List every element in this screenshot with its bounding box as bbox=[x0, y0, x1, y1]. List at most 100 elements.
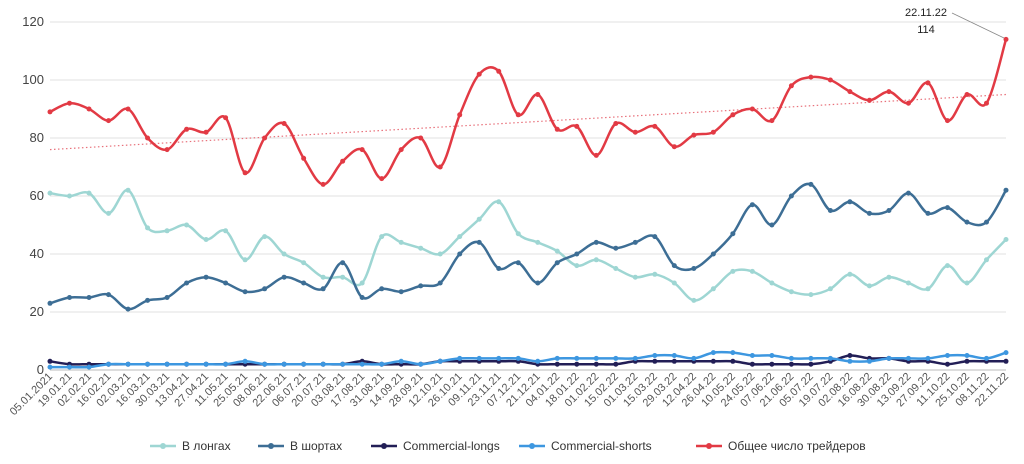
series-4-point bbox=[535, 92, 541, 97]
series-1-point bbox=[242, 289, 248, 295]
series-0-point bbox=[554, 248, 560, 254]
series-3-point bbox=[808, 355, 814, 361]
series-0-point bbox=[613, 266, 619, 271]
series-1-point bbox=[359, 295, 365, 300]
series-0-point bbox=[476, 216, 482, 222]
series-4-point bbox=[496, 68, 502, 74]
series-4-point bbox=[847, 89, 853, 95]
series-3-point bbox=[652, 353, 658, 358]
annotation: 22.11.22 114 bbox=[905, 7, 1005, 39]
series-1-point bbox=[281, 274, 287, 280]
series-0-point bbox=[125, 187, 131, 193]
series-2-point bbox=[769, 361, 775, 367]
legend-swatch-marker bbox=[529, 443, 535, 449]
legend-label: В шортах bbox=[290, 439, 342, 453]
series-3-point bbox=[788, 355, 794, 361]
series-3-point bbox=[184, 361, 190, 367]
series-2-point bbox=[944, 361, 950, 367]
series-0-point bbox=[808, 292, 814, 298]
series-4-point bbox=[983, 100, 989, 106]
series-1-point bbox=[184, 280, 190, 286]
series-3-point bbox=[125, 361, 131, 367]
series-4-point bbox=[515, 112, 521, 118]
series-1-point bbox=[457, 251, 463, 257]
series-3-point bbox=[106, 361, 112, 367]
series-2-point bbox=[808, 361, 814, 367]
series-4-point bbox=[808, 74, 814, 80]
series-2-point bbox=[710, 358, 716, 364]
series-0-point bbox=[944, 263, 950, 269]
series-3-point bbox=[301, 361, 307, 367]
series-4-point bbox=[281, 121, 287, 126]
series-0-point bbox=[242, 257, 248, 263]
series-4-point bbox=[710, 129, 716, 135]
legend-swatch-marker bbox=[381, 443, 387, 449]
series-4-line bbox=[49, 39, 1008, 186]
series-3-point bbox=[379, 361, 385, 367]
series-0-point bbox=[184, 222, 190, 228]
series-4-point bbox=[574, 123, 580, 129]
series-4-point bbox=[457, 112, 463, 118]
series-2-point bbox=[671, 358, 677, 364]
series-1-point bbox=[983, 219, 989, 225]
series-3-point bbox=[574, 355, 580, 361]
series-4-point bbox=[320, 181, 326, 187]
series-3-point bbox=[671, 353, 677, 358]
series-3-point bbox=[86, 364, 92, 370]
series-1-point bbox=[905, 190, 911, 196]
y-tick-label-0: 0 bbox=[37, 362, 44, 377]
series-1-point bbox=[652, 234, 658, 240]
series-3-point bbox=[905, 355, 911, 361]
series-0-point bbox=[710, 286, 716, 292]
series-4-point bbox=[964, 92, 970, 97]
series-1-point bbox=[106, 292, 112, 298]
gridlines bbox=[50, 21, 1006, 371]
series-3-point bbox=[964, 353, 970, 358]
y-axis: 0 20 40 60 80 100 120 bbox=[22, 14, 44, 377]
series-3-point bbox=[1003, 350, 1009, 356]
y-tick-label-120: 120 bbox=[22, 14, 44, 29]
series-0-point bbox=[359, 280, 365, 286]
series-1-point bbox=[223, 280, 229, 286]
series-4-point bbox=[125, 106, 131, 112]
series-0-point bbox=[320, 274, 326, 280]
series-1-point bbox=[886, 208, 892, 213]
series-0-point bbox=[203, 237, 209, 242]
y-tick-label-40: 40 bbox=[30, 246, 44, 261]
series-4-point bbox=[671, 144, 677, 150]
series-4-point bbox=[476, 71, 482, 77]
series-3-point bbox=[613, 355, 619, 361]
series-4-point bbox=[925, 80, 931, 86]
series-0-point bbox=[749, 268, 755, 274]
series-0-point bbox=[457, 234, 463, 240]
series-1-point bbox=[476, 239, 482, 245]
series-0-point bbox=[437, 251, 443, 257]
series-3-point bbox=[223, 361, 229, 367]
series-1-point bbox=[710, 251, 716, 257]
series-2-point bbox=[1003, 358, 1009, 364]
series-2-point bbox=[613, 361, 619, 367]
series-1-point bbox=[788, 193, 794, 199]
series-1-point bbox=[554, 260, 560, 266]
series-1-point bbox=[125, 306, 131, 312]
series-3-point bbox=[593, 355, 599, 361]
legend-swatch-marker bbox=[160, 443, 166, 449]
x-axis: 05.01.202119.01.2102.02.2116.02.2102.03.… bbox=[8, 371, 1011, 418]
series-0-point bbox=[340, 274, 346, 280]
series-0-point bbox=[67, 193, 73, 199]
series-4-point bbox=[47, 109, 53, 115]
series-1-point bbox=[730, 231, 736, 237]
legend-item-2: Commercial-longs bbox=[371, 439, 500, 453]
series-1 bbox=[47, 181, 1009, 312]
series-4-point bbox=[905, 100, 911, 106]
series-3-point bbox=[730, 350, 736, 356]
series-1-point bbox=[769, 222, 775, 228]
series-0-point bbox=[827, 286, 833, 292]
series-3-point bbox=[769, 353, 775, 358]
legend: В лонгах В шортах Commercial-longs Commerci… bbox=[150, 439, 866, 453]
legend-item-3: Commercial-shorts bbox=[519, 439, 652, 453]
series-1-point bbox=[866, 210, 872, 216]
series-1-point bbox=[749, 202, 755, 208]
series-3-point bbox=[983, 355, 989, 361]
